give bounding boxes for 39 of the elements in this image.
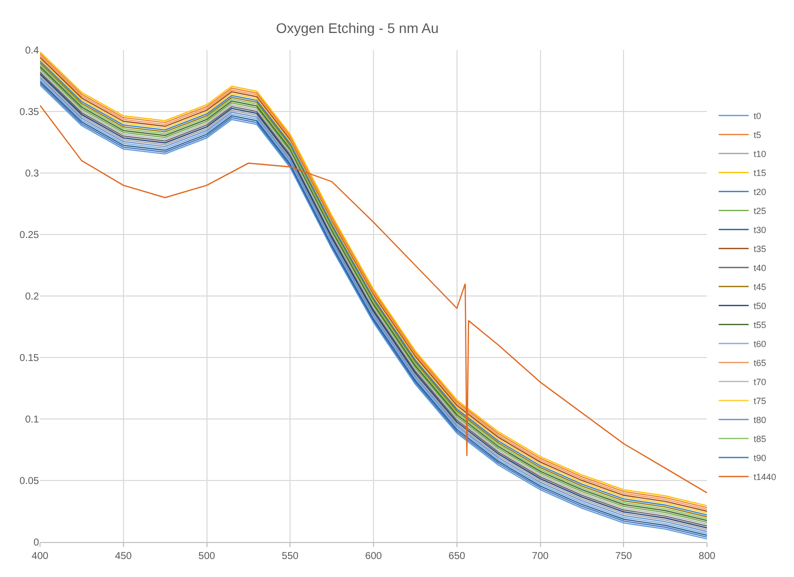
x-tick-label: 450	[115, 551, 132, 562]
legend-label: t70	[754, 377, 766, 388]
legend-label: t60	[754, 339, 766, 350]
x-tick-label: 550	[282, 551, 299, 562]
y-tick-label: 0.3	[25, 168, 40, 180]
x-tick-label: 650	[448, 551, 466, 562]
y-tick-label: 0.05	[20, 476, 40, 487]
legend-label: t1440	[754, 472, 776, 482]
legend-label: t80	[754, 415, 766, 426]
chart-title: Oxygen Etching - 5 nm Au	[276, 20, 439, 36]
y-tick-label: 0	[33, 538, 40, 548]
legend-label: t35	[754, 244, 766, 254]
legend-label: t45	[754, 282, 766, 292]
legend-label: t75	[754, 396, 766, 406]
legend-label: t30	[754, 225, 766, 236]
legend-label: t0	[754, 111, 762, 122]
y-tick-label: 0.1	[25, 414, 40, 426]
legend-label: t50	[754, 301, 766, 312]
y-tick-label: 0.2	[25, 292, 40, 302]
legend-label: t15	[754, 168, 766, 178]
legend-label: t10	[754, 149, 766, 160]
x-tick-label: 800	[698, 551, 716, 562]
x-tick-label: 500	[198, 551, 216, 562]
legend-label: t55	[754, 320, 766, 330]
legend-label: t40	[754, 263, 766, 274]
legend-label: t25	[754, 206, 766, 216]
x-tick-label: 750	[615, 551, 632, 562]
legend-label: t5	[754, 130, 762, 140]
y-tick-label: 0.25	[20, 230, 40, 241]
legend-label: t20	[754, 187, 766, 198]
y-tick-label: 0.35	[20, 107, 40, 118]
y-tick-label: 0.4	[25, 46, 40, 56]
legend-label: t85	[754, 434, 766, 444]
x-tick-label: 700	[532, 551, 550, 562]
x-tick-label: 600	[365, 551, 382, 562]
legend-label: t65	[754, 358, 766, 368]
x-tick-label: 400	[32, 551, 49, 562]
y-tick-label: 0.15	[20, 353, 40, 364]
legend-label: t90	[754, 453, 766, 464]
